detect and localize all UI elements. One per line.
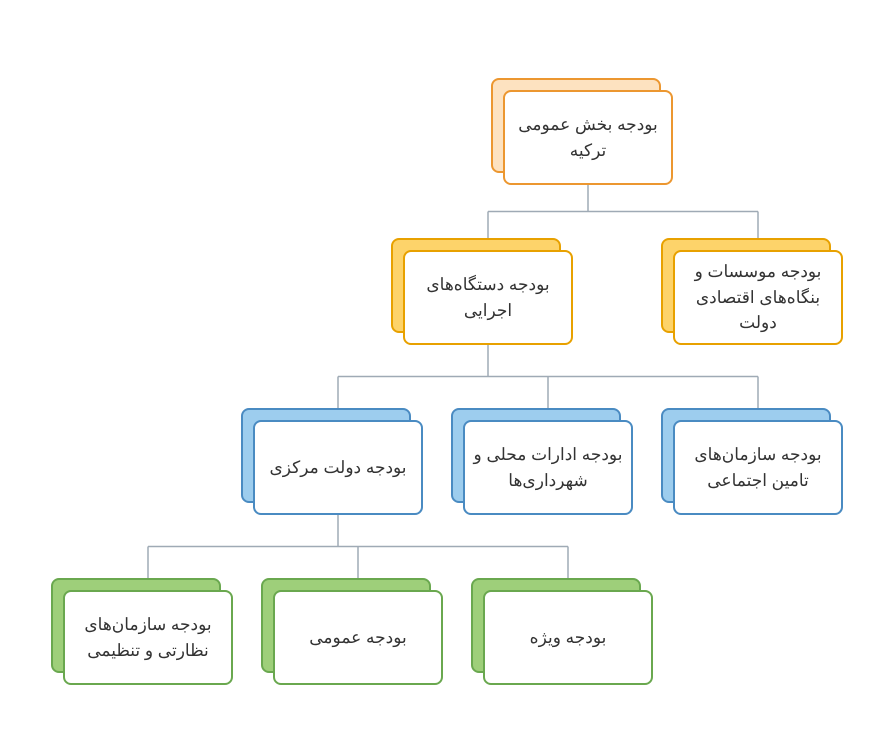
tree-node: بودجه ویژه <box>483 590 653 685</box>
tree-node: بودجه دستگاه‌های اجرایی <box>403 250 573 345</box>
node-label: بودجه عمومی <box>309 625 406 651</box>
node-label: بودجه ویژه <box>530 625 607 651</box>
tree-node: بودجه سازمان‌های تامین اجتماعی <box>673 420 843 515</box>
tree-node: بودجه ادارات محلی و شهرداری‌ها <box>463 420 633 515</box>
node-label: بودجه سازمان‌های تامین اجتماعی <box>681 442 835 493</box>
node-label: بودجه بخش عمومی ترکیه <box>511 112 665 163</box>
node-label: بودجه دولت مرکزی <box>269 455 406 481</box>
node-label: بودجه سازمان‌های نظارتی و تنظیمی <box>71 612 225 663</box>
tree-node: بودجه موسسات و بنگاه‌های اقتصادی دولت <box>673 250 843 345</box>
tree-node: بودجه دولت مرکزی <box>253 420 423 515</box>
node-label: بودجه دستگاه‌های اجرایی <box>411 272 565 323</box>
node-label: بودجه موسسات و بنگاه‌های اقتصادی دولت <box>681 259 835 336</box>
node-label: بودجه ادارات محلی و شهرداری‌ها <box>471 442 625 493</box>
tree-node: بودجه عمومی <box>273 590 443 685</box>
tree-node: بودجه بخش عمومی ترکیه <box>503 90 673 185</box>
tree-node: بودجه سازمان‌های نظارتی و تنظیمی <box>63 590 233 685</box>
